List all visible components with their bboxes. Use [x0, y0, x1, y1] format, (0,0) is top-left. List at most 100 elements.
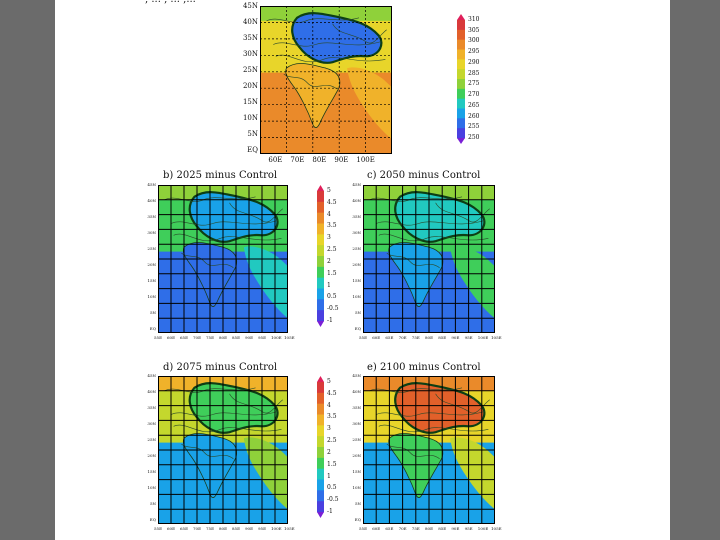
lon-tick-label: 60E	[372, 526, 381, 531]
lon-tick-label: 55E	[359, 335, 368, 340]
lon-tick-label: 65E	[385, 335, 394, 340]
colorbar-swatch	[457, 79, 465, 90]
lat-tick-label: 10N	[352, 294, 361, 299]
lat-tick-label: EQ	[149, 326, 156, 331]
colorbar-swatch	[457, 59, 465, 70]
lon-tick-label: 95E	[464, 335, 473, 340]
colorbar-label: 295	[468, 48, 480, 56]
contour-line	[283, 73, 337, 90]
lon-tick-label: 55E	[154, 526, 163, 531]
lon-tick-label: 75E	[411, 526, 420, 531]
colorbar-swatch	[457, 20, 465, 31]
lat-tick-label: 25N	[147, 246, 156, 251]
lon-tick-label: 105E	[284, 335, 295, 340]
lon-tick-label: 80E	[312, 156, 327, 164]
lat-tick-label: 15N	[352, 278, 361, 283]
contour-line	[181, 252, 234, 269]
lat-tick-label: 40N	[242, 18, 258, 26]
colorbar-label: -1	[327, 317, 333, 324]
lon-tick-label: 85E	[438, 335, 447, 340]
lat-tick-label: 40N	[352, 389, 361, 394]
lat-tick-label: 45N	[352, 373, 361, 378]
top-temperature-map	[260, 6, 392, 154]
lat-tick-label: 45N	[242, 2, 258, 10]
colorbar-label: 3	[327, 234, 331, 242]
colorbar-label: 2.5	[327, 246, 337, 254]
colorbar-swatch	[317, 468, 324, 480]
colorbar-swatch	[317, 256, 324, 268]
lat-tick-label: EQ	[354, 517, 361, 522]
lat-tick-label: 10N	[352, 485, 361, 490]
map-frame	[363, 185, 495, 333]
contour-line	[386, 443, 440, 460]
lat-tick-label: 40N	[147, 389, 156, 394]
lat-tick-label: 35N	[147, 214, 156, 219]
map-frame	[260, 6, 392, 154]
diff-colorbar-bottom	[317, 376, 324, 518]
lat-tick-label: 10N	[147, 294, 156, 299]
colorbar-label: 250	[468, 134, 480, 141]
contour-line	[173, 233, 282, 242]
southeast-asia	[243, 437, 288, 510]
contour-line	[386, 252, 440, 269]
lon-tick-label: 105E	[491, 335, 502, 340]
colorbar-bottom-arrow	[317, 512, 324, 518]
colorbar-label: 1	[327, 472, 331, 480]
lat-tick-label: 20N	[147, 453, 156, 458]
lat-tick-label: 5N	[354, 501, 361, 506]
colorbar-label: 285	[468, 69, 480, 77]
colorbar-label: 260	[468, 112, 480, 120]
lon-tick-label: 65E	[385, 526, 394, 531]
colorbar-label: 5	[327, 378, 331, 385]
colorbar-swatch	[457, 49, 465, 60]
colorbar-label: 5	[327, 187, 331, 194]
colorbar-label: 305	[468, 26, 480, 34]
panel-e-map	[363, 376, 495, 524]
colorbar-label: 0.5	[327, 293, 337, 301]
lat-tick-label: EQ	[354, 326, 361, 331]
colorbar-swatch	[457, 108, 465, 119]
lon-tick-label: 90E	[334, 156, 349, 164]
lat-tick-label: 5N	[149, 310, 156, 315]
colorbar-label: 3.5	[327, 222, 337, 230]
colorbar-label: -1	[327, 508, 333, 515]
lon-tick-label: 80E	[219, 335, 228, 340]
lat-tick-label: 45N	[352, 182, 361, 187]
lon-tick-label: 100E	[477, 526, 489, 531]
lon-tick-label: 90E	[451, 335, 460, 340]
colorbar-label: 3.5	[327, 413, 337, 421]
lon-tick-label: 100E	[271, 335, 282, 340]
lon-tick-label: 70E	[398, 526, 407, 531]
lat-tick-label: 35N	[352, 405, 361, 410]
colorbar-swatch	[317, 490, 324, 502]
colorbar-label: 270	[468, 91, 480, 99]
slide: , ... , ... ,... 45N40N35N30N25N20N15N10…	[55, 0, 670, 540]
map-frame	[363, 376, 495, 524]
lat-tick-label: 15N	[147, 278, 156, 283]
grid-lines	[363, 185, 495, 333]
southeast-asia	[450, 246, 495, 319]
panel-d-title: d) 2075 minus Control	[163, 362, 278, 373]
colorbar-top-arrow	[317, 185, 324, 191]
map-frame	[158, 376, 288, 524]
lat-tick-label: 5N	[247, 130, 258, 138]
colorbar-swatch	[457, 69, 465, 80]
lon-tick-label: 90E	[245, 335, 254, 340]
lon-tick-label: 105E	[284, 526, 295, 531]
panel-b-map	[158, 185, 288, 333]
colorbar-label: 255	[468, 123, 480, 131]
colorbar-swatch	[317, 501, 324, 513]
colorbar-swatch	[317, 457, 324, 470]
colorbar-label: 275	[468, 80, 480, 88]
colorbar-swatch	[317, 277, 324, 289]
contour-line	[181, 443, 234, 460]
lon-tick-label: 85E	[232, 335, 241, 340]
contour-line	[173, 424, 282, 433]
colorbar-swatch	[457, 29, 465, 41]
colorbar-label: 3	[327, 425, 331, 433]
panel-d-map	[158, 376, 288, 524]
lon-tick-label: 95E	[258, 335, 267, 340]
lat-tick-label: 20N	[242, 82, 258, 90]
lon-tick-label: 60E	[372, 335, 381, 340]
lat-tick-label: 30N	[352, 421, 361, 426]
